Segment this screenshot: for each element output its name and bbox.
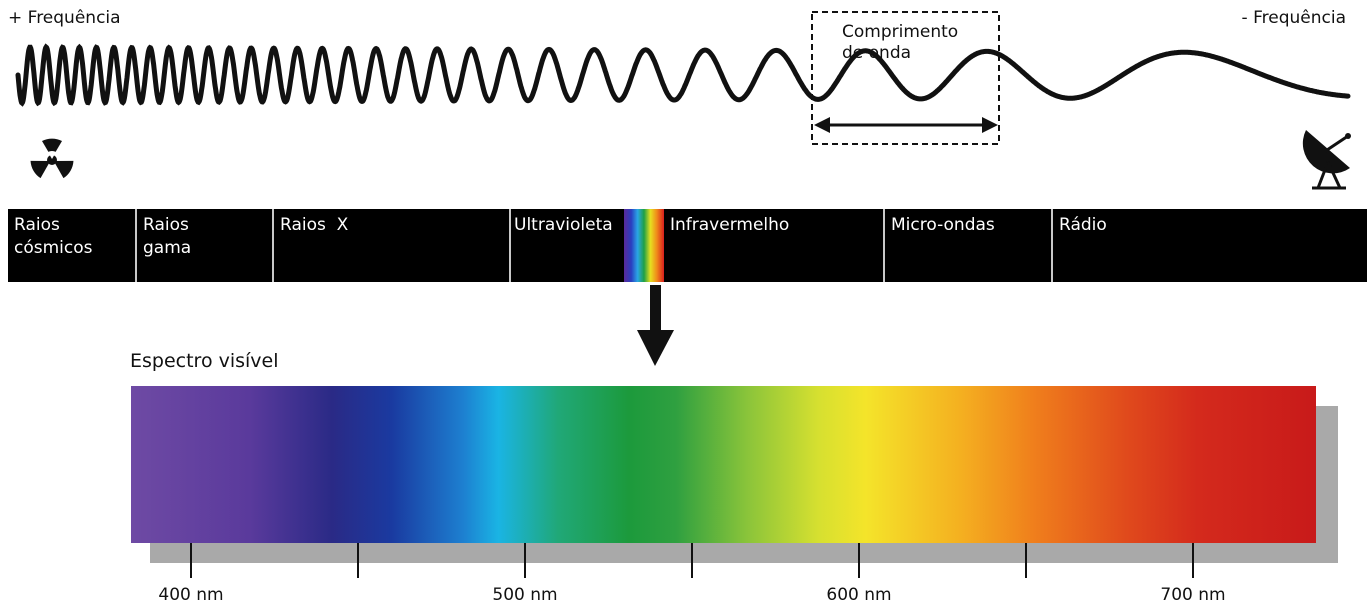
- tick-label-400: 400 nm: [158, 585, 224, 605]
- band-separator: [135, 209, 137, 282]
- band-separator: [1051, 209, 1053, 282]
- wavelength-box: [811, 11, 1000, 145]
- tick-label-700: 700 nm: [1160, 585, 1226, 605]
- band-separator: [883, 209, 885, 282]
- high-frequency-label: + Frequência: [8, 8, 121, 28]
- band-label: Rádio: [1059, 215, 1107, 235]
- band-label: Infravermelho: [670, 215, 790, 235]
- wave-diagram: [15, 11, 1351, 145]
- band-cosmic-rays: Raios cósmicos: [8, 209, 137, 282]
- wavelength-arrow: [814, 117, 998, 133]
- band-microwaves: Micro-ondas: [885, 209, 1053, 282]
- electromagnetic-band-strip: Raios cósmicos Raios gama Raios X Ultrav…: [8, 209, 1367, 282]
- satellite-dish-icon: [1302, 130, 1351, 190]
- band-label: Micro-ondas: [891, 215, 995, 235]
- wavelength-label-line2: de onda: [842, 43, 912, 63]
- tick-mark: [858, 543, 860, 578]
- visible-spectrum-bar: [131, 386, 1316, 543]
- visible-spectrum-title: Espectro visível: [130, 350, 279, 372]
- tick-mark: [1025, 543, 1027, 578]
- band-ultraviolet: Ultravioleta: [511, 209, 624, 282]
- band-radio: Rádio: [1053, 209, 1367, 282]
- tick-mark: [357, 543, 359, 578]
- band-label: Ultravioleta: [514, 215, 613, 235]
- band-label: cósmicos: [14, 238, 93, 258]
- band-separator: [272, 209, 274, 282]
- tick-mark: [691, 543, 693, 578]
- band-label: Raios: [14, 215, 60, 235]
- wavelength-label: Comprimento de onda: [842, 22, 958, 64]
- band-label: Raios: [143, 215, 189, 235]
- low-frequency-label: - Frequência: [1241, 8, 1346, 28]
- band-separator: [509, 209, 511, 282]
- band-label: Raios X: [280, 215, 349, 235]
- tick-label-500: 500 nm: [492, 585, 558, 605]
- wavelength-label-line1: Comprimento: [842, 22, 959, 42]
- band-infrared: Infravermelho: [664, 209, 885, 282]
- tick-label-600: 600 nm: [826, 585, 892, 605]
- wave-line: [15, 43, 1351, 107]
- band-x-rays: Raios X: [274, 209, 511, 282]
- band-label: gama: [143, 238, 192, 258]
- radiation-icon: [30, 138, 74, 179]
- band-gamma-rays: Raios gama: [137, 209, 274, 282]
- tick-mark: [190, 543, 192, 578]
- tick-mark: [524, 543, 526, 578]
- visible-band-rainbow: [624, 209, 664, 282]
- tick-mark: [1192, 543, 1194, 578]
